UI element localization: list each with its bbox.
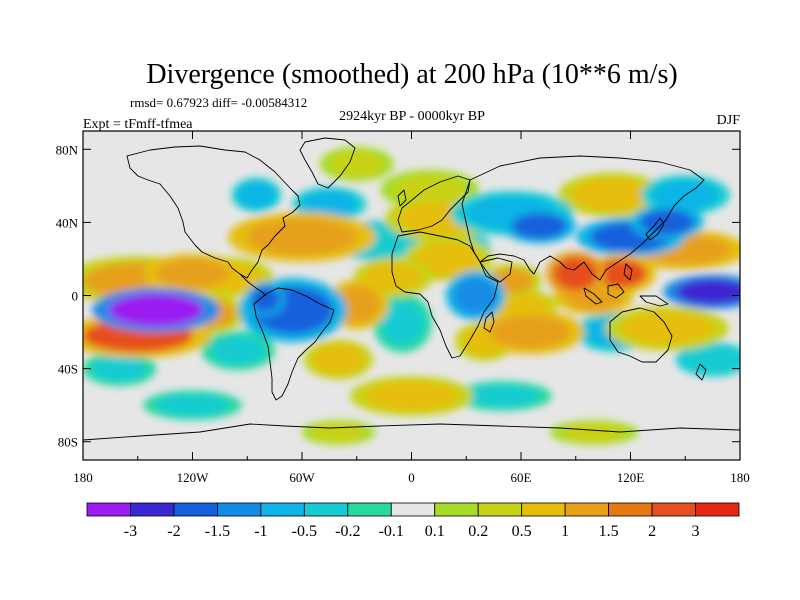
lon-tick-label: 180 — [730, 470, 750, 485]
plot-title: Divergence (smoothed) at 200 hPa (10**6 … — [146, 59, 677, 90]
anomaly-core — [415, 242, 481, 276]
colorbar-label: 1.5 — [599, 523, 619, 540]
anomaly-core — [466, 385, 540, 407]
stats-label: rmsd= 0.67923 diff= -0.00584312 — [130, 95, 307, 110]
lon-tick-label: 180 — [73, 470, 93, 485]
anomaly-core — [329, 151, 385, 177]
coastline-greenland — [299, 137, 356, 189]
coastline-new-guinea — [639, 295, 669, 307]
colorbar-swatch — [86, 502, 131, 517]
coastline-africa — [391, 231, 499, 359]
coastline-japan — [645, 217, 665, 241]
anomaly-core — [489, 315, 571, 349]
longitude-ticks: 180 120W 60W 0 60E 120E 180 — [73, 131, 750, 485]
coastline-antarctica — [83, 423, 740, 441]
anomaly-core — [156, 258, 229, 289]
coastline-britain — [397, 189, 407, 207]
colorbar-label: -3 — [124, 523, 137, 540]
latitude-ticks: 80N 40N 0 40S 80S — [56, 142, 740, 450]
colorbar-swatch — [260, 502, 305, 517]
colorbar-swatch — [130, 502, 175, 517]
divergence-field — [83, 146, 740, 445]
colorbar-label: -0.2 — [335, 523, 360, 540]
anomaly-core — [621, 311, 713, 345]
anomaly-core — [595, 258, 647, 289]
anomaly-core — [380, 300, 425, 345]
colorbar-label: -0.1 — [379, 523, 404, 540]
coastline-australia — [609, 307, 673, 363]
anomaly-core — [561, 423, 627, 442]
colorbar-swatch — [347, 502, 392, 517]
anomaly-core — [453, 277, 498, 314]
colorbar-swatch — [695, 502, 740, 517]
coastline-asia — [461, 155, 705, 281]
colorbar-label: 0.1 — [425, 523, 445, 540]
anomaly-core — [210, 335, 266, 365]
anomaly-core — [92, 355, 147, 382]
anomaly-core — [676, 279, 740, 305]
season-label: DJF — [717, 113, 741, 128]
anomaly-core — [639, 209, 695, 236]
anomaly-core — [311, 423, 366, 442]
colorbar-label: -2 — [167, 523, 180, 540]
colorbar-label: -0.5 — [292, 523, 317, 540]
colorbar-swatch — [434, 502, 479, 517]
anomaly-core — [312, 344, 365, 375]
colorbar-swatch — [521, 502, 566, 517]
coastline-sumatra — [583, 287, 603, 305]
colorbar-swatch — [390, 502, 436, 517]
colorbar-label: 0.5 — [512, 523, 532, 540]
anomaly-core — [302, 191, 357, 217]
lon-tick-label: 120E — [617, 470, 645, 485]
coastline-north-america — [126, 145, 301, 279]
anomaly-core — [393, 174, 467, 205]
anomaly-core — [685, 346, 740, 373]
coastline-central-america — [239, 273, 267, 297]
lat-tick-label: 40S — [58, 362, 78, 377]
experiment-label: Expt = tFmff-tfmea — [83, 117, 193, 132]
lon-tick-label: 60W — [289, 470, 315, 485]
colorbar-swatch — [173, 502, 218, 517]
colorbar-label: 0.2 — [468, 523, 488, 540]
colorbar-swatch — [303, 502, 349, 517]
lat-tick-label: 80N — [56, 142, 79, 157]
lon-tick-label: 120W — [177, 470, 210, 485]
coastline-new-zealand — [695, 363, 707, 381]
lat-tick-label: 40N — [56, 215, 79, 230]
anomaly-core — [247, 218, 357, 256]
anomaly-core — [108, 293, 204, 327]
coastline-south-america — [253, 287, 335, 401]
anomaly-core — [250, 286, 281, 312]
colorbar-swatch — [564, 502, 610, 517]
coastline-madagascar — [483, 311, 495, 333]
anomaly-core — [572, 178, 653, 212]
anomaly-core — [511, 213, 567, 239]
anomaly-core — [238, 182, 275, 208]
colorbar-label: -1.5 — [205, 523, 230, 540]
lon-tick-label: 60E — [511, 470, 532, 485]
lat-tick-label: 0 — [72, 289, 79, 304]
colorbar: -3 -2 -1.5 -1 -0.5 -0.2 -0.1 0.1 0.2 0.5 1 1.5 2 3 — [86, 502, 740, 540]
lon-tick-label: 0 — [408, 470, 415, 485]
coastline-arabia — [479, 257, 513, 283]
colorbar-label: -1 — [254, 523, 267, 540]
colorbar-label: 1 — [561, 523, 569, 540]
map-area: 180 120W 60W 0 60E 120E 180 80N 40N 0 40S 80S — [56, 130, 750, 485]
colorbar-swatch — [477, 502, 523, 517]
anomaly-core — [365, 381, 458, 411]
colorbar-swatch — [608, 502, 653, 517]
colorbar-label: 3 — [692, 523, 700, 540]
colorbar-label: 2 — [648, 523, 656, 540]
coastline-philippines — [623, 263, 633, 281]
period-label: 2924kyr BP - 0000kyr BP — [339, 109, 485, 124]
colorbar-swatch — [216, 502, 262, 517]
anomaly-core — [156, 394, 229, 417]
colorbar-swatch — [651, 502, 696, 517]
coastline-borneo — [607, 283, 625, 299]
coastlines — [83, 137, 740, 441]
lat-tick-label: 80S — [58, 435, 78, 450]
